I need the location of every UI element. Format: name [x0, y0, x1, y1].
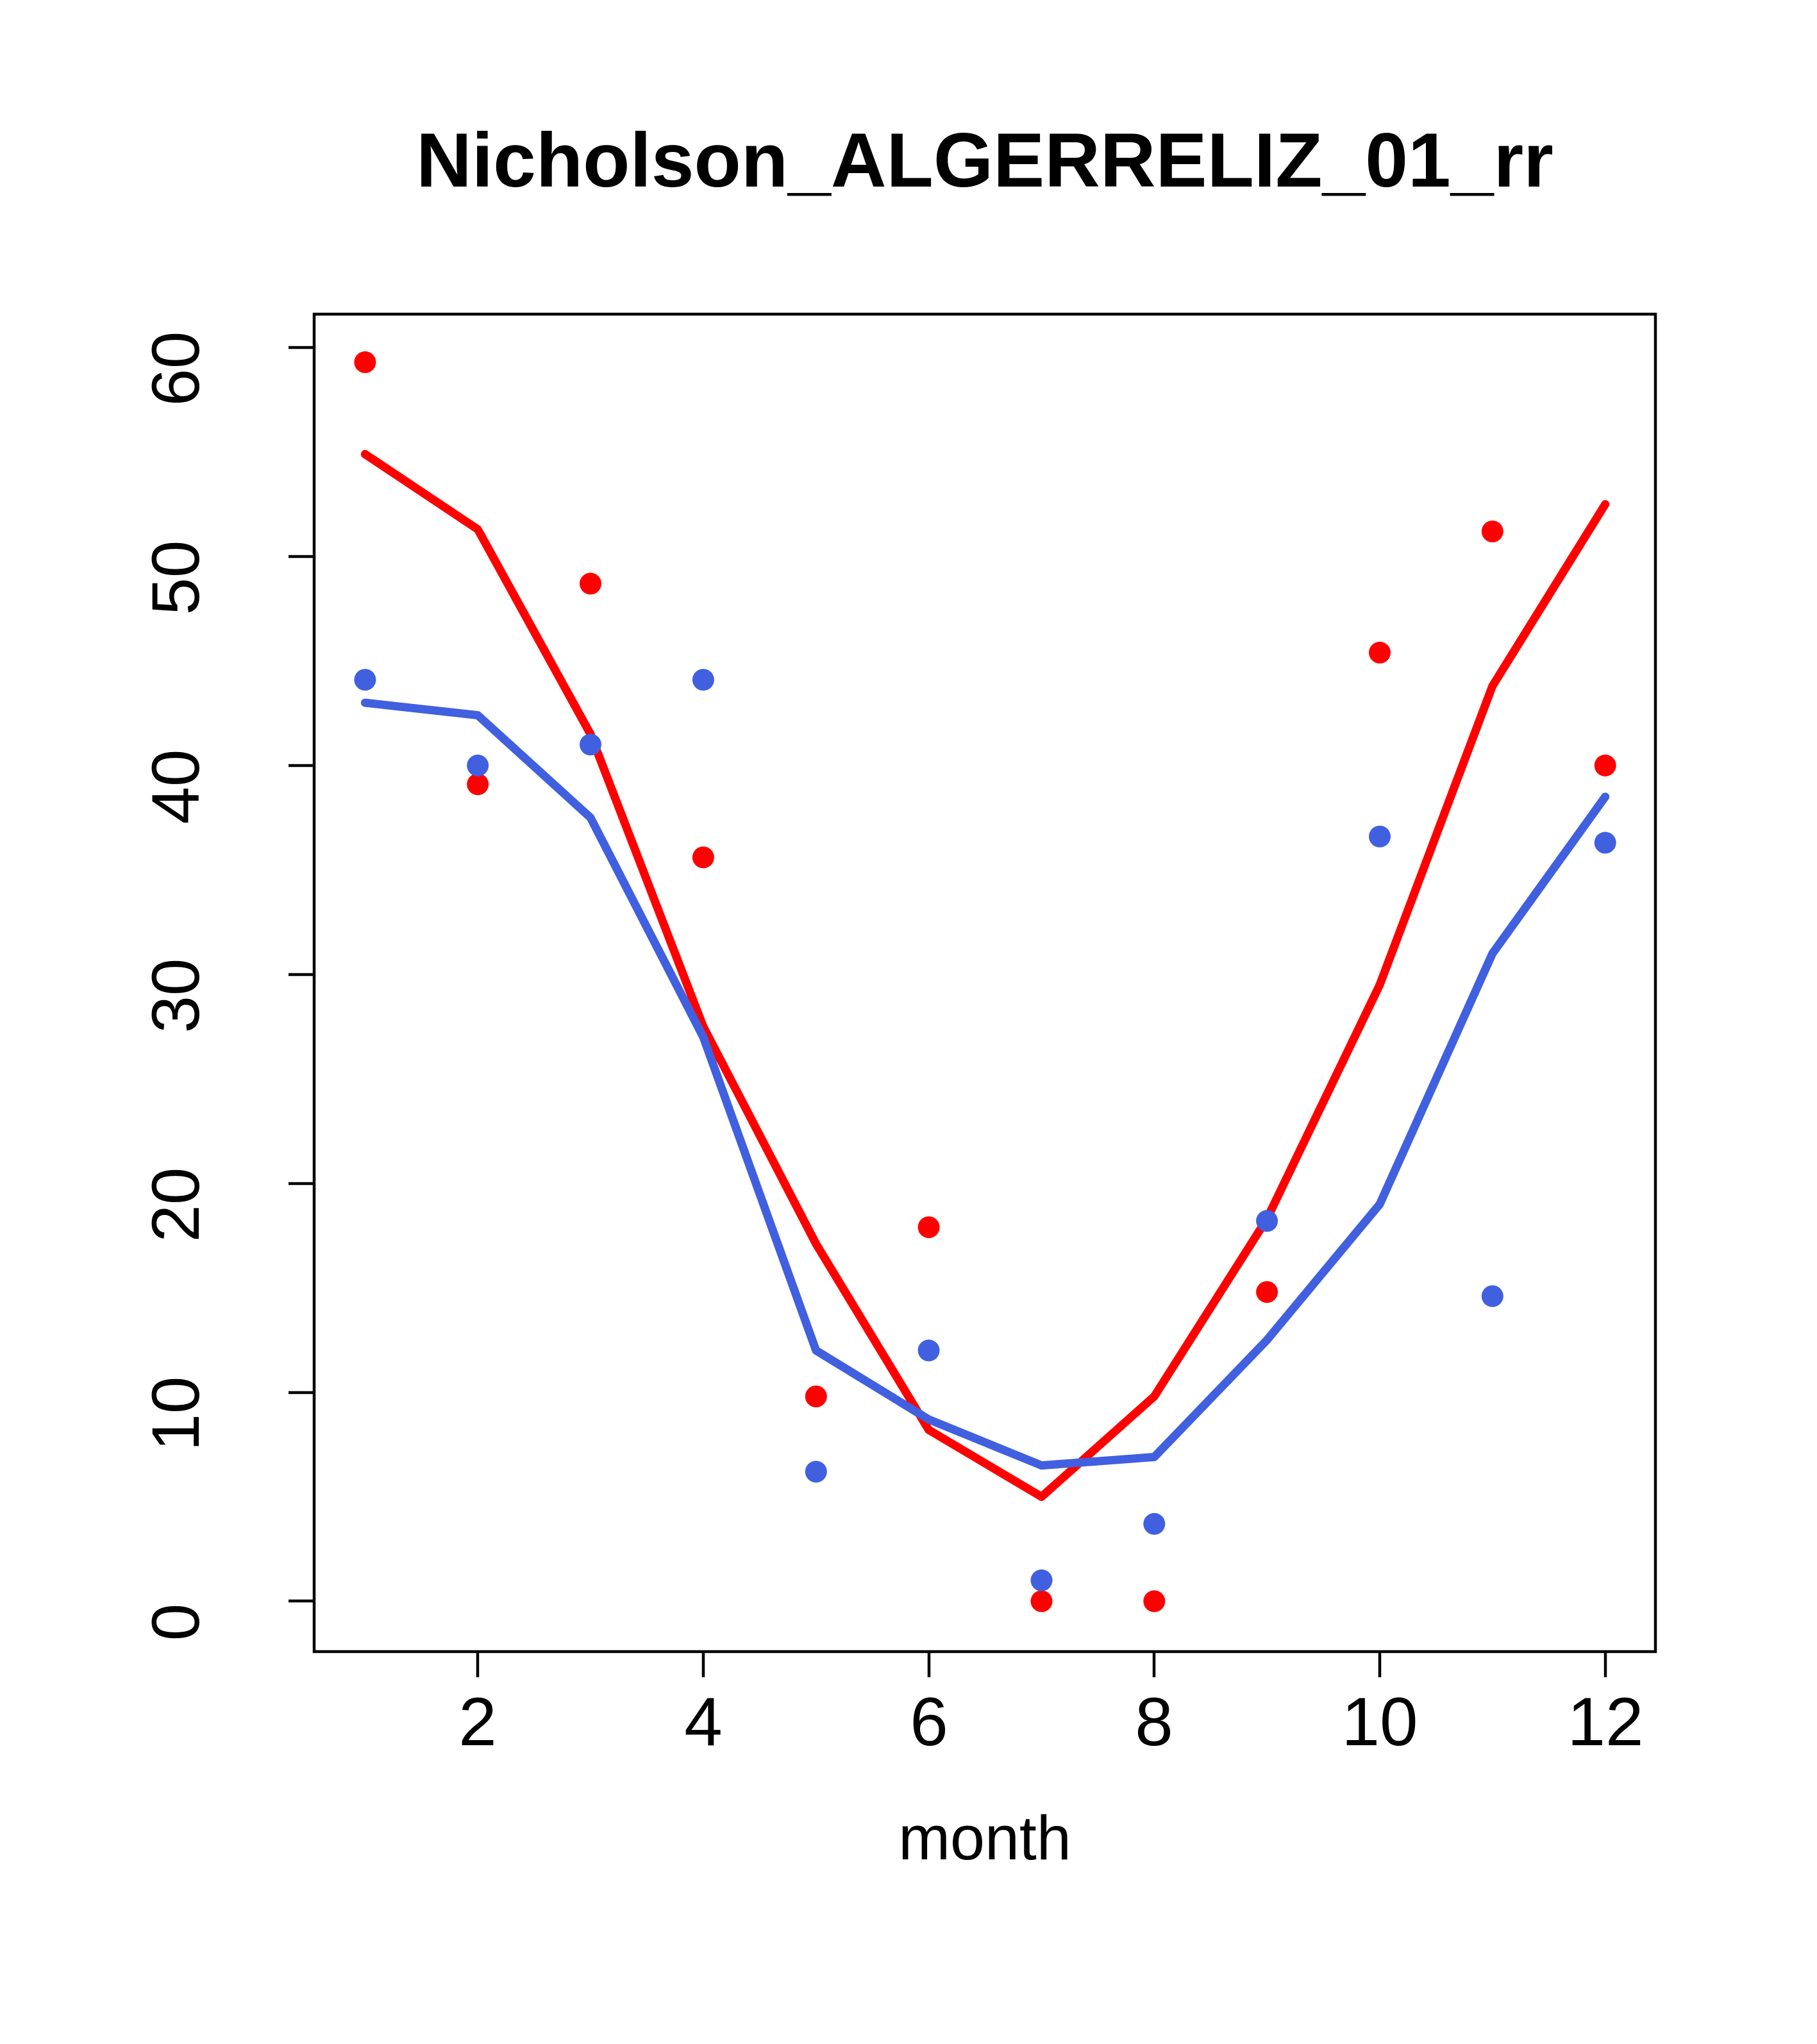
- svg-text:0: 0: [138, 1604, 214, 1641]
- svg-text:6: 6: [910, 1683, 948, 1760]
- svg-text:30: 30: [138, 959, 214, 1034]
- svg-text:50: 50: [138, 540, 214, 616]
- svg-text:8: 8: [1135, 1683, 1173, 1760]
- svg-text:10: 10: [1341, 1683, 1418, 1760]
- svg-text:4: 4: [684, 1683, 723, 1760]
- svg-text:20: 20: [138, 1168, 214, 1243]
- svg-text:10: 10: [138, 1377, 214, 1452]
- svg-text:Nicholson_ALGERRELIZ_01_rr: Nicholson_ALGERRELIZ_01_rr: [416, 117, 1553, 203]
- svg-text:month: month: [898, 1803, 1071, 1873]
- svg-text:40: 40: [138, 750, 214, 825]
- svg-text:12: 12: [1567, 1683, 1643, 1760]
- svg-text:60: 60: [138, 331, 214, 406]
- svg-text:2: 2: [458, 1683, 497, 1760]
